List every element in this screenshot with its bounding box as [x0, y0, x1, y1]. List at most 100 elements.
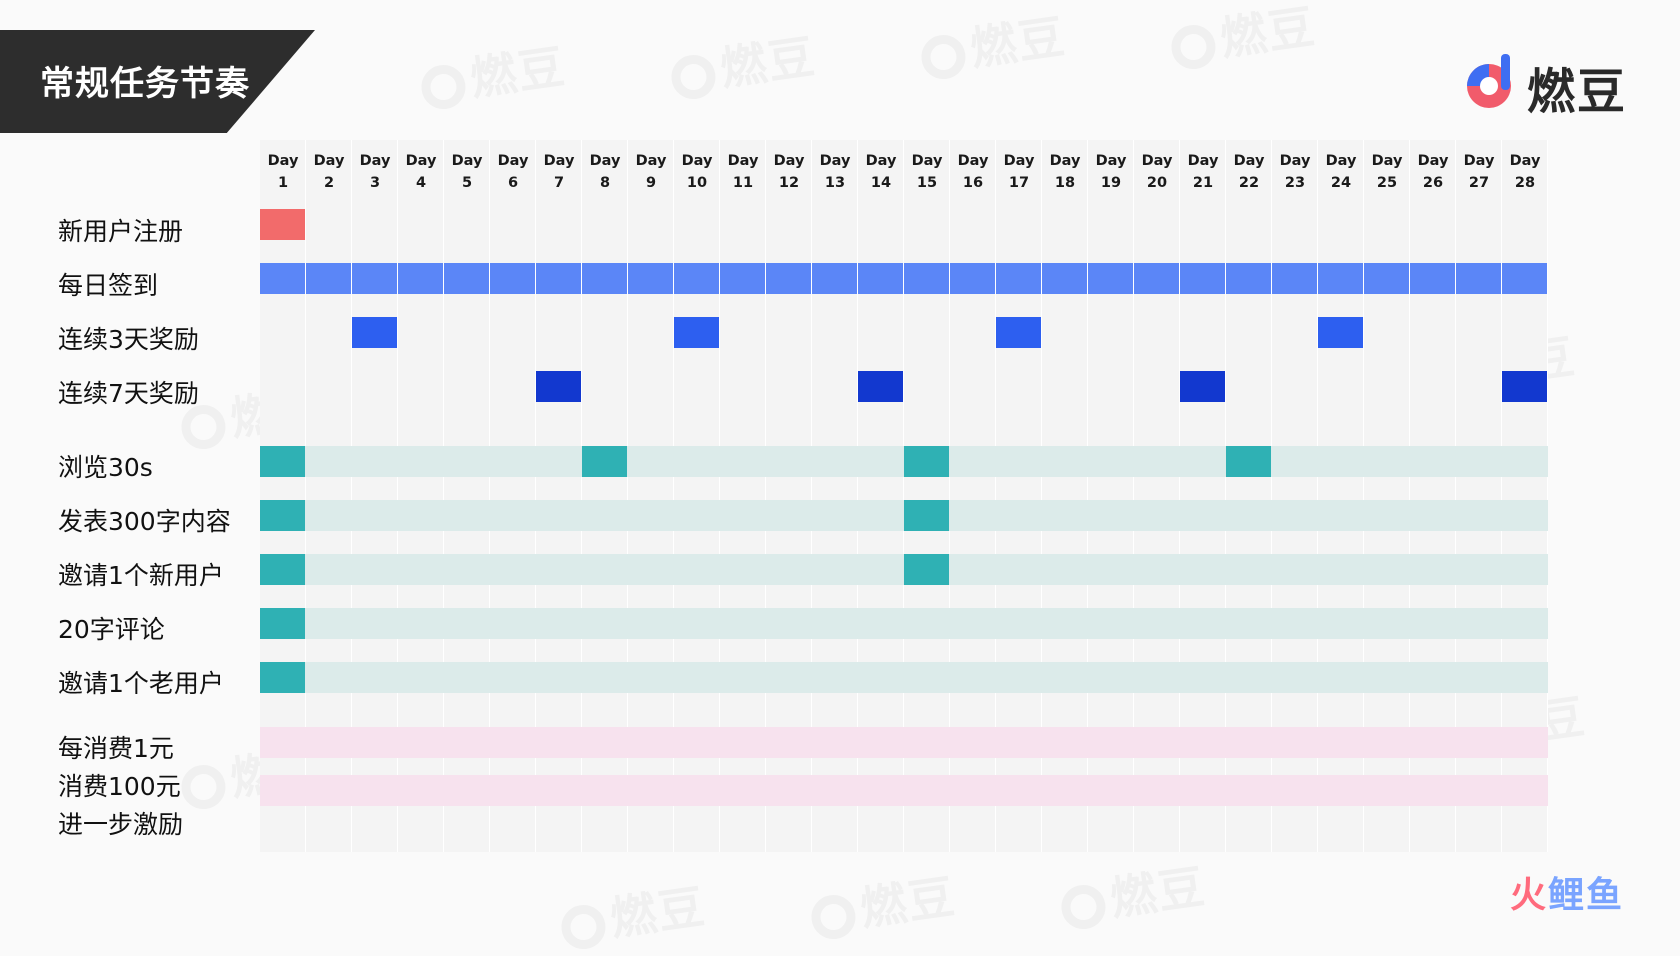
row-track	[260, 608, 1548, 639]
watermark: 燃豆	[806, 860, 960, 946]
task-cell	[260, 446, 305, 477]
day-header-word: Day	[1187, 153, 1219, 169]
task-label: 进一步激励	[58, 810, 184, 839]
task-cell	[1134, 263, 1179, 294]
day-header-number: 22	[1238, 175, 1260, 191]
watermark-text: 燃豆	[1216, 0, 1320, 66]
day-header: Day 18	[1042, 150, 1088, 194]
task-cell	[1502, 263, 1547, 294]
watermark-text: 燃豆	[966, 9, 1070, 76]
watermark-icon	[1168, 21, 1219, 72]
day-header-word: Day	[635, 153, 667, 169]
day-header: Day 10	[674, 150, 720, 194]
task-cell	[536, 371, 581, 402]
day-header: Day 22	[1226, 150, 1272, 194]
day-header-number: 3	[369, 175, 381, 191]
day-header-number: 16	[962, 175, 984, 191]
task-cell	[904, 554, 949, 585]
task-label: 20字评论	[58, 615, 165, 644]
task-cell	[536, 263, 581, 294]
task-cell	[260, 554, 305, 585]
task-cell	[996, 317, 1041, 348]
day-header: Day 24	[1318, 150, 1364, 194]
day-header-word: Day	[819, 153, 851, 169]
day-header-word: Day	[359, 153, 391, 169]
task-cell	[858, 371, 903, 402]
task-cell	[260, 263, 305, 294]
day-header-word: Day	[1095, 153, 1127, 169]
watermark-icon	[808, 891, 859, 942]
day-header: Day 20	[1134, 150, 1180, 194]
day-header-number: 24	[1330, 175, 1352, 191]
source-text-a: 火	[1510, 875, 1549, 916]
day-header: Day 8	[582, 150, 628, 194]
day-header-word: Day	[1141, 153, 1173, 169]
task-cell	[1042, 263, 1087, 294]
day-header-number: 9	[645, 175, 657, 191]
day-header-word: Day	[405, 153, 437, 169]
brand-logo: 燃豆	[1463, 44, 1628, 120]
day-header-word: Day	[589, 153, 621, 169]
row-track	[260, 775, 1548, 806]
task-label: 每消费1元	[58, 734, 174, 763]
watermark-icon	[558, 901, 609, 952]
day-header-number: 14	[870, 175, 892, 191]
day-header-word: Day	[773, 153, 805, 169]
day-header: Day 23	[1272, 150, 1318, 194]
task-cell	[674, 317, 719, 348]
task-cell	[1180, 371, 1225, 402]
day-header-word: Day	[1463, 153, 1495, 169]
day-header-number: 23	[1284, 175, 1306, 191]
watermark: 燃豆	[1166, 0, 1320, 76]
day-header-word: Day	[451, 153, 483, 169]
day-header: Day 15	[904, 150, 950, 194]
task-label: 发表300字内容	[58, 507, 231, 536]
task-cell	[1088, 263, 1133, 294]
watermark-text: 燃豆	[1106, 859, 1210, 926]
task-cell	[260, 500, 305, 531]
task-cell	[352, 263, 397, 294]
day-header-word: Day	[267, 153, 299, 169]
day-header: Day 2	[306, 150, 352, 194]
day-header-word: Day	[681, 153, 713, 169]
day-header-word: Day	[313, 153, 345, 169]
day-header: Day 13	[812, 150, 858, 194]
task-label: 消费100元	[58, 772, 181, 801]
day-header-number: 1	[277, 175, 289, 191]
day-header-number: 7	[553, 175, 565, 191]
task-label: 连续7天奖励	[58, 379, 199, 408]
watermark: 燃豆	[666, 20, 820, 106]
day-header-word: Day	[1509, 153, 1541, 169]
schedule-grid: Day 1 Day 2 Day 3 Day 4 Day 5 Day 6 Day 7 Day 8 Day 9 Day 1…	[260, 140, 1548, 852]
task-cell	[1502, 371, 1547, 402]
day-header: Day 25	[1364, 150, 1410, 194]
task-cell	[812, 263, 857, 294]
day-header: Day 4	[398, 150, 444, 194]
row-track	[260, 727, 1548, 758]
task-cell	[260, 608, 305, 639]
day-header-number: 2	[323, 175, 335, 191]
watermark-text: 燃豆	[606, 879, 710, 946]
task-cell	[720, 263, 765, 294]
task-cell	[1364, 263, 1409, 294]
task-cell	[1410, 263, 1455, 294]
day-header-number: 18	[1054, 175, 1076, 191]
day-header-number: 20	[1146, 175, 1168, 191]
day-header: Day 9	[628, 150, 674, 194]
task-cell	[858, 263, 903, 294]
task-cell	[1180, 263, 1225, 294]
brand-logo-icon	[1467, 54, 1511, 108]
watermark-icon	[668, 51, 719, 102]
brand-logo-text: 燃豆	[1527, 64, 1628, 120]
task-cell	[582, 446, 627, 477]
day-header-number: 6	[507, 175, 519, 191]
watermark-text: 燃豆	[856, 869, 960, 936]
task-label: 浏览30s	[58, 453, 153, 482]
day-header: Day 28	[1502, 150, 1548, 194]
day-header-word: Day	[1371, 153, 1403, 169]
day-header-word: Day	[957, 153, 989, 169]
task-cell	[1272, 263, 1317, 294]
task-cell	[444, 263, 489, 294]
task-cell	[904, 263, 949, 294]
row-track	[260, 662, 1548, 693]
